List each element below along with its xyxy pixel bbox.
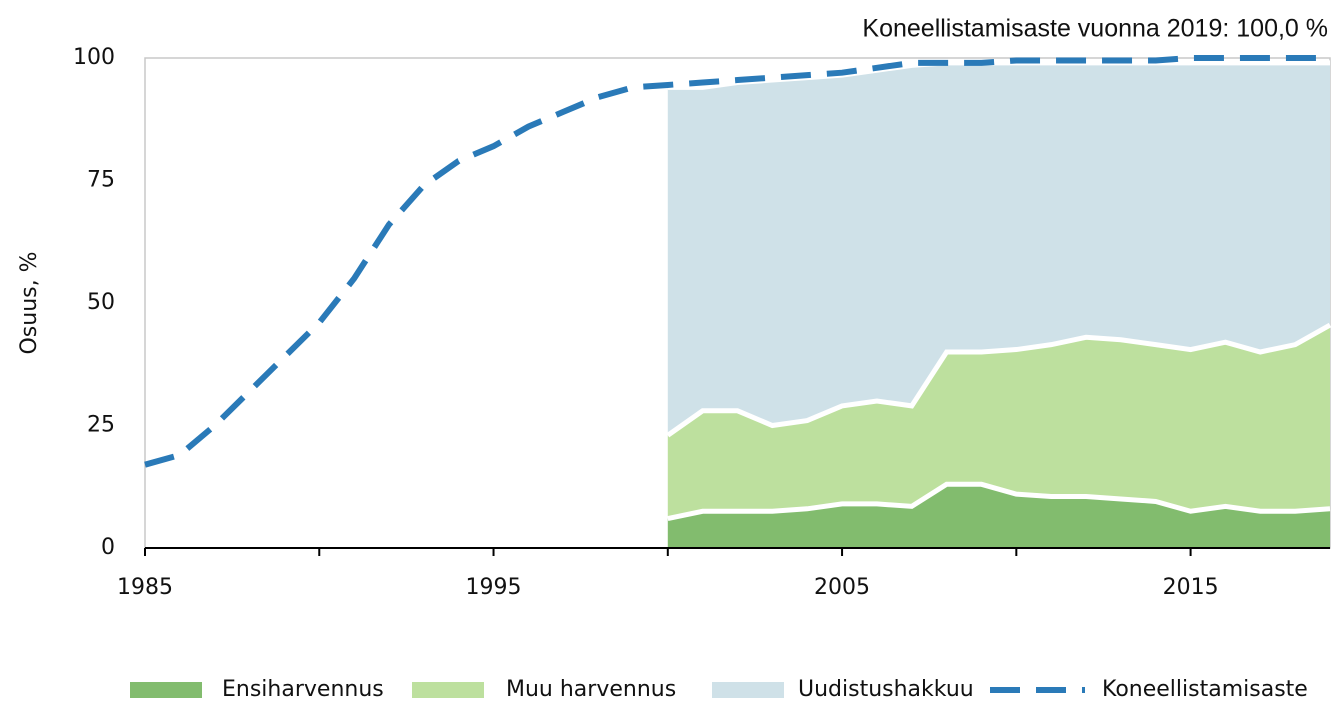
legend-swatch xyxy=(412,682,484,698)
x-tick-label: 1985 xyxy=(117,575,173,600)
legend-label: Ensiharvennus xyxy=(222,677,384,702)
y-tick-label: 100 xyxy=(73,45,115,70)
y-tick-label: 25 xyxy=(87,413,115,438)
y-tick-label: 75 xyxy=(87,168,115,193)
x-tick-label: 1995 xyxy=(466,575,522,600)
chart-title: Koneellistamisaste vuonna 2019: 100,0 % xyxy=(862,15,1328,43)
y-axis-label: Osuus, % xyxy=(17,251,42,354)
legend-label: Muu harvennus xyxy=(506,677,676,702)
legend-label: Uudistushakkuu xyxy=(798,677,974,702)
legend-swatch xyxy=(712,682,784,698)
legend-swatch xyxy=(130,682,202,698)
y-tick-label: 50 xyxy=(87,290,115,315)
x-tick-label: 2005 xyxy=(814,575,870,600)
chart: Koneellistamisaste vuonna 2019: 100,0 % … xyxy=(0,0,1335,702)
page: Koneellistamisaste vuonna 2019: 100,0 % … xyxy=(0,0,1335,702)
legend-label: Koneellistamisaste xyxy=(1102,677,1308,702)
y-tick-label: 0 xyxy=(101,535,115,560)
x-tick-label: 2015 xyxy=(1163,575,1219,600)
